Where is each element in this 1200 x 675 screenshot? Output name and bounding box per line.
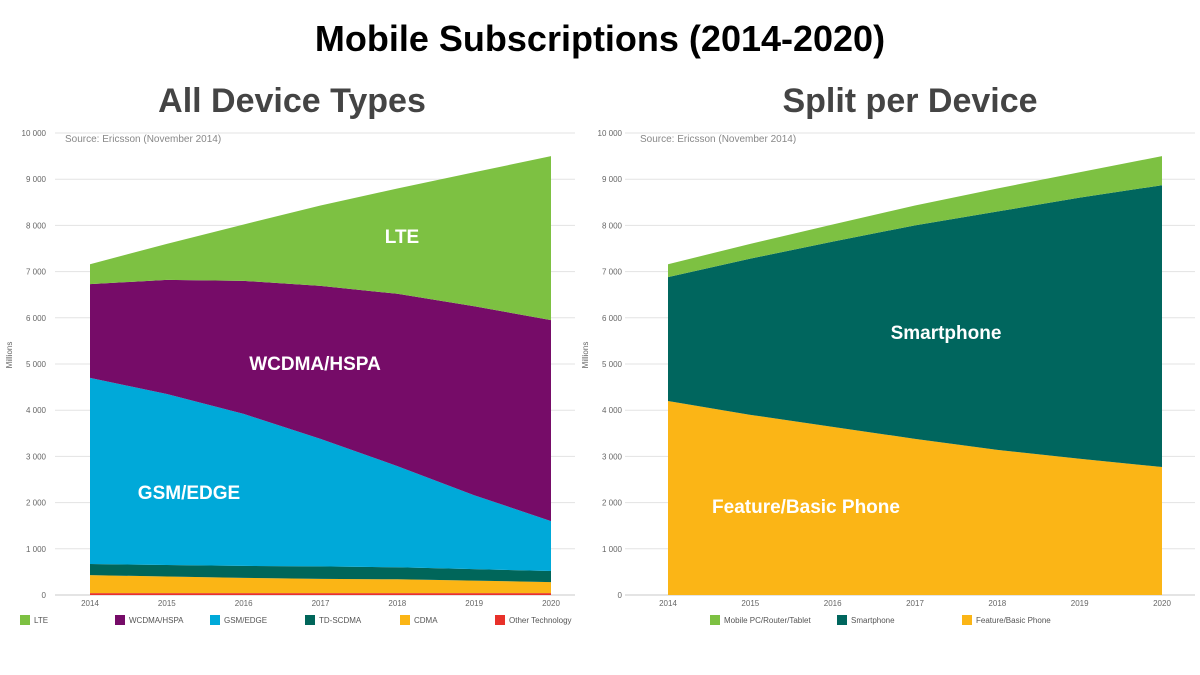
y-tick-label: 6 000 — [26, 314, 47, 323]
legend-label: TD-SCDMA — [319, 616, 362, 625]
y-tick-label: 7 000 — [602, 268, 623, 277]
y-tick-label: 9 000 — [602, 175, 623, 184]
area-label: WCDMA/HSPA — [249, 354, 381, 375]
legend-swatch — [210, 615, 220, 625]
legend-label: Feature/Basic Phone — [976, 616, 1051, 625]
y-axis-label: Millions — [581, 342, 590, 369]
y-axis-label: Millions — [5, 342, 14, 369]
x-tick-label: 2020 — [542, 599, 560, 608]
area-td-scdma — [90, 564, 551, 583]
y-tick-label: 4 000 — [26, 406, 47, 415]
x-tick-label: 2015 — [158, 599, 176, 608]
y-tick-label: 6 000 — [602, 314, 623, 323]
area-lte — [90, 156, 551, 321]
y-tick-label: 1 000 — [602, 545, 623, 554]
y-tick-label: 10 000 — [598, 129, 623, 138]
y-tick-label: 0 — [618, 591, 623, 600]
source-note: Source: Ericsson (November 2014) — [65, 134, 221, 145]
legend-label: LTE — [34, 616, 48, 625]
legend-swatch — [400, 615, 410, 625]
legend-label: Other Technology — [509, 616, 572, 625]
area-label: LTE — [385, 227, 419, 248]
right-chart-title: Split per Device — [782, 82, 1038, 120]
y-tick-label: 4 000 — [602, 406, 623, 415]
y-tick-label: 0 — [42, 591, 47, 600]
legend-label: WCDMA/HSPA — [129, 616, 184, 625]
area-gsm-edge — [90, 377, 551, 571]
x-tick-label: 2017 — [312, 599, 330, 608]
x-tick-label: 2017 — [906, 599, 924, 608]
x-tick-label: 2016 — [235, 599, 253, 608]
area-cdma — [90, 575, 551, 594]
y-tick-label: 7 000 — [26, 268, 47, 277]
y-tick-label: 5 000 — [602, 360, 623, 369]
area-smartphone — [668, 185, 1162, 468]
y-tick-label: 3 000 — [602, 452, 623, 461]
y-tick-label: 5 000 — [26, 360, 47, 369]
area-wcdma-hspa — [90, 279, 551, 522]
area-label: GSM/EDGE — [138, 483, 240, 504]
y-tick-label: 10 000 — [22, 129, 47, 138]
legend-label: GSM/EDGE — [224, 616, 267, 625]
legend-swatch — [20, 615, 30, 625]
x-tick-label: 2019 — [465, 599, 483, 608]
area-label: Feature/Basic Phone — [712, 497, 900, 518]
x-tick-label: 2018 — [988, 599, 1006, 608]
x-tick-label: 2016 — [824, 599, 842, 608]
x-tick-label: 2015 — [741, 599, 759, 608]
area-other-technology — [90, 593, 551, 595]
legend-swatch — [115, 615, 125, 625]
legend-swatch — [495, 615, 505, 625]
area-mobile-pc-router-tablet — [668, 156, 1162, 278]
legend-swatch — [837, 615, 847, 625]
y-tick-label: 9 000 — [26, 175, 47, 184]
y-tick-label: 2 000 — [26, 499, 47, 508]
x-tick-label: 2018 — [388, 599, 406, 608]
x-tick-label: 2014 — [81, 599, 99, 608]
legend-swatch — [962, 615, 972, 625]
main-title: Mobile Subscriptions (2014-2020) — [314, 18, 886, 59]
area-feature-basic-phone — [668, 400, 1162, 595]
area-label: Smartphone — [891, 323, 1002, 344]
legend-swatch — [305, 615, 315, 625]
y-tick-label: 8 000 — [26, 221, 47, 230]
y-tick-label: 8 000 — [602, 221, 623, 230]
y-tick-label: 1 000 — [26, 545, 47, 554]
legend-swatch — [710, 615, 720, 625]
legend-label: Mobile PC/Router/Tablet — [724, 616, 811, 625]
legend-label: Smartphone — [851, 616, 895, 625]
x-tick-label: 2014 — [659, 599, 677, 608]
source-note: Source: Ericsson (November 2014) — [640, 134, 796, 145]
legend-label: CDMA — [414, 616, 438, 625]
y-tick-label: 3 000 — [26, 452, 47, 461]
x-tick-label: 2020 — [1153, 599, 1171, 608]
x-tick-label: 2019 — [1071, 599, 1089, 608]
y-tick-label: 2 000 — [602, 499, 623, 508]
left-chart-title: All Device Types — [158, 82, 426, 120]
